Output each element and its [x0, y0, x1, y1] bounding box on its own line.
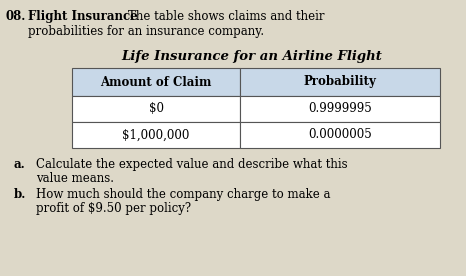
Bar [240, 122, 440, 148]
Text: Life Insurance for an Airline Flight: Life Insurance for an Airline Flight [121, 50, 382, 63]
Text: profit of $9.50 per policy?: profit of $9.50 per policy? [36, 202, 191, 215]
Text: 0.9999995: 0.9999995 [308, 102, 372, 115]
Text: $1,000,000: $1,000,000 [122, 129, 190, 142]
Bar [72, 122, 240, 148]
Text: Calculate the expected value and describe what this: Calculate the expected value and describ… [36, 158, 348, 171]
Text: How much should the company charge to make a: How much should the company charge to ma… [36, 188, 330, 201]
Text: The table shows claims and their: The table shows claims and their [128, 10, 324, 23]
Bar [240, 68, 440, 96]
Bar [72, 68, 240, 96]
Bar [72, 96, 240, 122]
Text: Amount of Claim: Amount of Claim [100, 76, 212, 89]
Text: 08.: 08. [5, 10, 25, 23]
Text: a.: a. [14, 158, 26, 171]
Text: $0: $0 [149, 102, 164, 115]
Text: value means.: value means. [36, 172, 114, 185]
Bar [240, 96, 440, 122]
Text: b.: b. [14, 188, 27, 201]
Text: Probability: Probability [303, 76, 377, 89]
Text: probabilities for an insurance company.: probabilities for an insurance company. [28, 25, 264, 38]
Text: 0.0000005: 0.0000005 [308, 129, 372, 142]
Text: Flight Insurance: Flight Insurance [28, 10, 138, 23]
